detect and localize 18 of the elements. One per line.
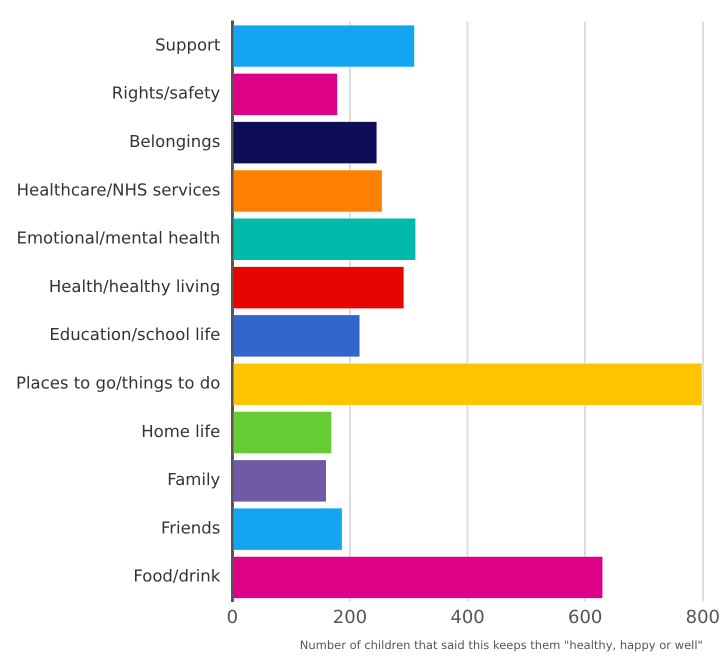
x-tick-label: 800 xyxy=(686,607,720,628)
y-tick-label: Food/drink xyxy=(133,566,221,586)
y-tick-label: Healthcare/NHS services xyxy=(16,180,220,200)
y-tick-label: Education/school life xyxy=(49,325,220,344)
y-tick-label: Places to go/things to do xyxy=(16,373,220,392)
y-tick-label: Emotional/mental health xyxy=(16,228,220,248)
y-tick-label: Friends xyxy=(160,518,220,538)
y-tick-label: Rights/safety xyxy=(112,84,221,103)
x-tick-label: 200 xyxy=(332,607,368,628)
y-tick-label: Family xyxy=(167,470,221,490)
x-tick-label: 600 xyxy=(568,607,602,628)
x-axis-title: Number of children that said this keeps them "healthy, happy or well" xyxy=(300,638,703,652)
x-tick-label: 400 xyxy=(450,607,485,628)
y-tick-label: Support xyxy=(155,35,221,54)
x-tick-label: 0 xyxy=(226,607,238,628)
y-tick-label: Home life xyxy=(141,422,220,441)
y-tick-label: Health/healthy living xyxy=(48,276,220,296)
y-tick-label: Belongings xyxy=(129,132,220,151)
